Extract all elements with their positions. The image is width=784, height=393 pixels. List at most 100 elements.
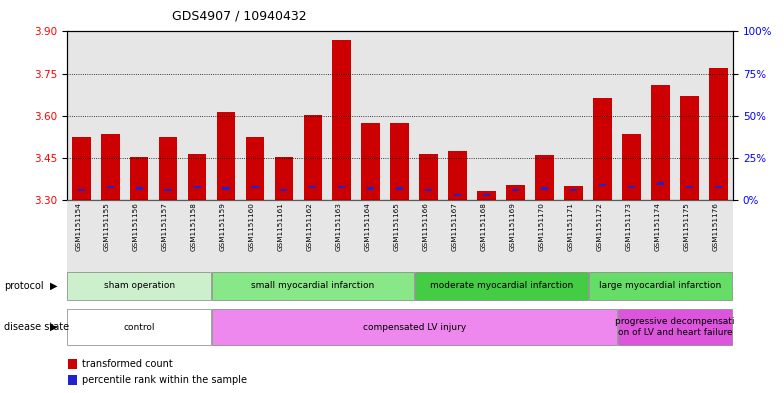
- Text: GSM1151165: GSM1151165: [394, 202, 400, 251]
- Bar: [100, 134, 119, 200]
- Bar: [425, 189, 432, 191]
- Text: GSM1151173: GSM1151173: [626, 202, 632, 251]
- Bar: [67, 200, 96, 279]
- Text: GSM1151163: GSM1151163: [336, 202, 342, 251]
- Bar: [541, 187, 548, 190]
- Text: GSM1151160: GSM1151160: [249, 202, 255, 251]
- Bar: [241, 31, 270, 200]
- Bar: [506, 185, 525, 200]
- Bar: [252, 186, 259, 188]
- Text: sham operation: sham operation: [103, 281, 175, 290]
- Bar: [675, 200, 704, 279]
- Bar: [154, 31, 183, 200]
- Bar: [390, 123, 409, 200]
- Bar: [223, 187, 230, 190]
- Bar: [96, 31, 125, 200]
- Bar: [535, 155, 554, 200]
- Text: GSM1151168: GSM1151168: [481, 202, 487, 251]
- Text: GSM1151166: GSM1151166: [423, 202, 429, 251]
- Text: small myocardial infarction: small myocardial infarction: [252, 281, 375, 290]
- Bar: [657, 182, 664, 185]
- Text: GSM1151174: GSM1151174: [655, 202, 661, 251]
- Text: percentile rank within the sample: percentile rank within the sample: [82, 375, 246, 385]
- Text: large myocardial infarction: large myocardial infarction: [600, 281, 722, 290]
- Bar: [154, 200, 183, 279]
- Bar: [652, 85, 670, 200]
- Text: GSM1151157: GSM1151157: [162, 202, 168, 251]
- Bar: [715, 186, 722, 188]
- Bar: [328, 200, 357, 279]
- Bar: [67, 359, 77, 369]
- Text: GSM1151176: GSM1151176: [713, 202, 719, 251]
- Text: GSM1151154: GSM1151154: [75, 202, 81, 251]
- Bar: [599, 184, 606, 186]
- Bar: [67, 272, 211, 300]
- Bar: [212, 272, 414, 300]
- Bar: [241, 200, 270, 279]
- Bar: [299, 31, 328, 200]
- Text: GDS4907 / 10940432: GDS4907 / 10940432: [172, 10, 307, 23]
- Text: progressive decompensati
on of LV and heart failure: progressive decompensati on of LV and he…: [615, 318, 735, 337]
- Bar: [357, 31, 386, 200]
- Bar: [339, 186, 346, 188]
- Bar: [396, 187, 404, 190]
- Bar: [187, 154, 206, 200]
- Bar: [530, 31, 559, 200]
- Text: GSM1151167: GSM1151167: [452, 202, 458, 251]
- Bar: [646, 200, 675, 279]
- Bar: [628, 186, 635, 188]
- Bar: [617, 200, 646, 279]
- Bar: [564, 186, 583, 200]
- Text: ▶: ▶: [49, 281, 57, 291]
- Bar: [194, 186, 201, 188]
- Bar: [686, 186, 693, 188]
- Bar: [593, 97, 612, 200]
- Bar: [332, 40, 351, 200]
- Bar: [270, 31, 299, 200]
- Text: GSM1151171: GSM1151171: [568, 202, 574, 251]
- Bar: [414, 200, 443, 279]
- Bar: [559, 200, 588, 279]
- Text: GSM1151172: GSM1151172: [597, 202, 603, 251]
- Bar: [129, 157, 148, 200]
- Bar: [559, 31, 588, 200]
- Bar: [454, 194, 461, 196]
- Bar: [618, 309, 732, 345]
- Bar: [270, 200, 299, 279]
- Text: disease state: disease state: [4, 322, 69, 332]
- Bar: [675, 31, 704, 200]
- Bar: [125, 31, 154, 200]
- Bar: [646, 31, 675, 200]
- Bar: [71, 137, 90, 200]
- Bar: [96, 200, 125, 279]
- Bar: [483, 194, 490, 196]
- Text: control: control: [123, 323, 154, 332]
- Text: GSM1151155: GSM1151155: [104, 202, 110, 251]
- Bar: [274, 157, 293, 200]
- Bar: [303, 114, 322, 200]
- Text: GSM1151170: GSM1151170: [539, 202, 545, 251]
- Text: GSM1151161: GSM1151161: [278, 202, 284, 251]
- Bar: [107, 186, 114, 188]
- Bar: [67, 31, 96, 200]
- Bar: [589, 272, 732, 300]
- Bar: [216, 112, 235, 200]
- Bar: [310, 186, 317, 188]
- Bar: [357, 200, 386, 279]
- Bar: [588, 200, 617, 279]
- Bar: [299, 200, 328, 279]
- Bar: [588, 31, 617, 200]
- Bar: [67, 309, 211, 345]
- Text: GSM1151169: GSM1151169: [510, 202, 516, 251]
- Bar: [443, 200, 472, 279]
- Bar: [183, 200, 212, 279]
- Bar: [165, 189, 172, 191]
- Bar: [530, 200, 559, 279]
- Text: moderate myocardial infarction: moderate myocardial infarction: [430, 281, 573, 290]
- Bar: [443, 31, 472, 200]
- Bar: [704, 31, 733, 200]
- Bar: [245, 137, 264, 200]
- Bar: [183, 31, 212, 200]
- Bar: [622, 134, 641, 200]
- Bar: [414, 31, 443, 200]
